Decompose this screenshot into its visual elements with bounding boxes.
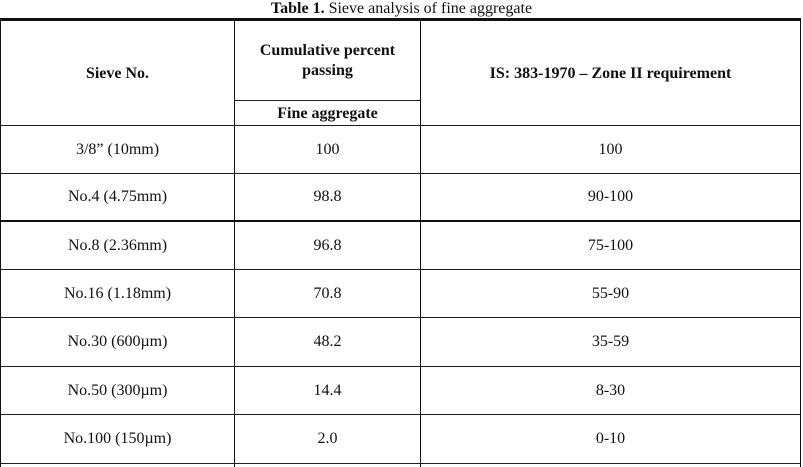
table-row-passing: 14.4	[313, 381, 342, 399]
table-row-passing: 96.8	[313, 236, 342, 254]
header-sieve-no: Sieve No.	[85, 64, 150, 82]
row-divider	[1, 366, 800, 367]
table-row-requirement: 55-90	[591, 284, 630, 302]
caption-label: Table 1.	[270, 0, 325, 17]
table-row-sieve: 3/8” (10mm)	[75, 140, 160, 158]
header-bottom-rule	[1, 125, 800, 126]
table-row-requirement: 0-10	[595, 430, 626, 447]
header-zone-requirement: IS: 383-1970 – Zone II requirement	[489, 64, 732, 82]
row-divider-thick	[1, 220, 800, 222]
table-row-requirement: 90-100	[587, 188, 634, 205]
row-divider	[1, 173, 800, 174]
subheader-divider	[235, 100, 421, 101]
table-row-requirement: 8-30	[595, 381, 626, 399]
table-row-sieve: No.4 (4.75mm)	[67, 188, 168, 205]
header-cumulative-passing: Cumulative percent passing	[259, 42, 396, 79]
table-row-sieve: No.30 (600µm)	[67, 333, 168, 350]
column-divider	[420, 21, 421, 467]
table-row-requirement: 75-100	[587, 236, 634, 254]
table-row-requirement: 100	[598, 140, 623, 158]
table-row-sieve: No.8 (2.36mm)	[67, 236, 168, 254]
caption-text: Sieve analysis of fine aggregate	[324, 0, 533, 17]
table-row-passing: 70.8	[313, 284, 342, 302]
table-row-passing: 98.8	[313, 188, 342, 205]
sieve-table: Sieve No. Cumulative percent passing Fin…	[0, 18, 801, 467]
column-divider	[234, 21, 235, 467]
row-divider	[1, 269, 800, 270]
table-caption: Table 1. Sieve analysis of fine aggregat…	[0, 0, 803, 20]
table-row-sieve: No.100 (150µm)	[63, 430, 172, 447]
table-row-passing: 48.2	[313, 333, 342, 350]
table-row-sieve: No.16 (1.18mm)	[63, 284, 172, 302]
header-fine-aggregate: Fine aggregate	[277, 104, 378, 122]
row-divider	[1, 317, 800, 318]
row-divider	[1, 463, 800, 464]
table-row-requirement: 35-59	[591, 333, 630, 350]
table-row-passing: 2.0	[317, 430, 338, 447]
table-row-passing: 100	[315, 140, 340, 158]
table-row-sieve: No.50 (300µm)	[67, 381, 168, 399]
row-divider	[1, 414, 800, 415]
